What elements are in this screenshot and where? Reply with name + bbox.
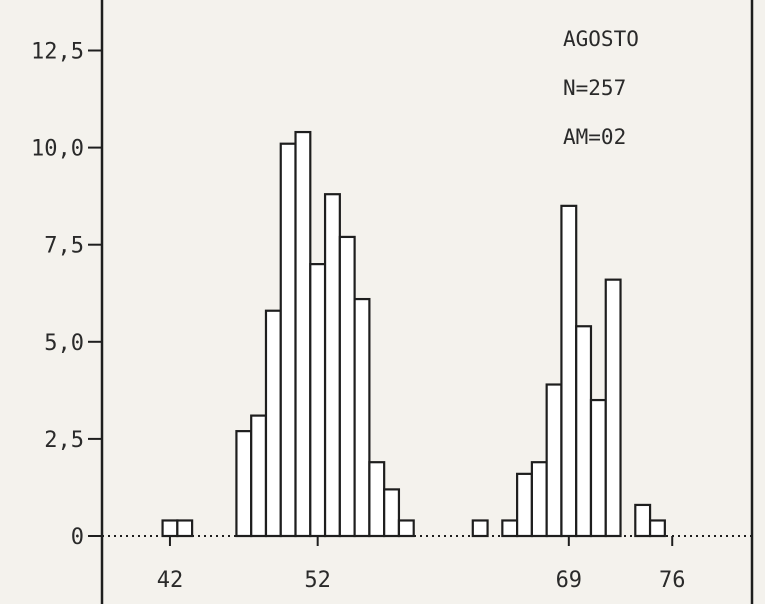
histogram-bar xyxy=(383,488,401,538)
histogram-bar xyxy=(353,297,371,538)
histogram-bar xyxy=(368,461,386,538)
x-tick-label: 52 xyxy=(304,568,331,593)
histogram-bar xyxy=(264,309,282,538)
histogram-bar xyxy=(560,204,578,538)
histogram-bar xyxy=(161,519,179,538)
histogram-bar xyxy=(235,430,253,538)
histogram-bar xyxy=(294,130,312,538)
histogram-bar xyxy=(530,461,548,538)
histogram-bar xyxy=(338,235,356,538)
histogram-bar xyxy=(575,325,593,538)
annotation-am: AM=02 xyxy=(563,125,626,149)
histogram-bar xyxy=(279,142,297,538)
y-tick-label: 5,0 xyxy=(44,331,84,356)
histogram-bars xyxy=(161,130,666,538)
histogram-bar xyxy=(501,519,519,538)
histogram-bar xyxy=(176,519,194,538)
x-axis-ticks: 42 52 69 76 xyxy=(157,536,686,593)
histogram-bar xyxy=(604,278,622,538)
histogram-bar xyxy=(471,519,489,538)
y-tick-label: 2,5 xyxy=(44,428,84,453)
histogram-bar xyxy=(589,398,607,538)
histogram-bar xyxy=(545,383,563,538)
histogram-bar xyxy=(516,472,533,538)
histogram-bar xyxy=(397,519,415,538)
histogram-bar xyxy=(309,263,327,538)
x-tick-label: 76 xyxy=(659,568,686,593)
y-tick-label: 7,5 xyxy=(44,234,84,259)
annotation-sample-size: N=257 xyxy=(563,76,626,100)
histogram-bar xyxy=(323,193,341,538)
y-tick-label: 0 xyxy=(71,525,84,550)
histogram-bar xyxy=(634,503,652,538)
annotation-month: AGOSTO xyxy=(563,27,639,51)
x-tick-label: 69 xyxy=(556,568,583,593)
histogram-bar xyxy=(648,519,666,538)
histogram-bar xyxy=(250,414,268,538)
y-tick-label: 10,0 xyxy=(31,137,84,162)
y-axis-ticks: 0 2,5 5,0 7,5 10,0 12,5 xyxy=(31,39,102,550)
y-tick-label: 12,5 xyxy=(31,39,84,64)
x-tick-label: 42 xyxy=(157,568,184,593)
